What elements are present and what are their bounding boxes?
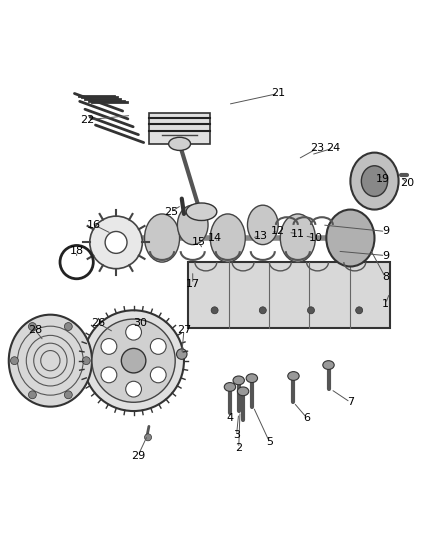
- Text: 15: 15: [192, 237, 206, 247]
- Text: 26: 26: [92, 318, 106, 328]
- Ellipse shape: [11, 357, 18, 365]
- Ellipse shape: [64, 322, 72, 330]
- Ellipse shape: [237, 387, 249, 395]
- Ellipse shape: [90, 216, 142, 269]
- Ellipse shape: [326, 209, 374, 266]
- Text: 28: 28: [28, 325, 42, 335]
- Ellipse shape: [169, 138, 191, 150]
- Text: 9: 9: [382, 227, 389, 237]
- Ellipse shape: [64, 391, 72, 399]
- Text: 19: 19: [376, 174, 390, 184]
- Ellipse shape: [150, 367, 166, 383]
- Ellipse shape: [82, 357, 90, 365]
- Bar: [149, 113, 210, 144]
- Text: 16: 16: [87, 220, 101, 230]
- Ellipse shape: [356, 307, 363, 314]
- Ellipse shape: [28, 391, 36, 399]
- Ellipse shape: [101, 338, 117, 354]
- Bar: [188, 262, 390, 328]
- Text: 18: 18: [70, 246, 84, 256]
- Ellipse shape: [211, 307, 218, 314]
- Text: 21: 21: [271, 88, 285, 99]
- Text: 11: 11: [291, 229, 305, 239]
- Ellipse shape: [92, 319, 175, 402]
- Ellipse shape: [126, 381, 141, 397]
- Ellipse shape: [9, 314, 92, 407]
- Text: 29: 29: [131, 451, 145, 461]
- Ellipse shape: [186, 203, 217, 221]
- Ellipse shape: [101, 367, 117, 383]
- Ellipse shape: [177, 349, 187, 359]
- Ellipse shape: [361, 166, 388, 197]
- Ellipse shape: [247, 205, 278, 245]
- Ellipse shape: [280, 214, 315, 262]
- Text: 1: 1: [382, 298, 389, 309]
- Ellipse shape: [121, 349, 146, 373]
- Ellipse shape: [224, 383, 236, 391]
- Text: 12: 12: [271, 227, 285, 237]
- Text: 30: 30: [133, 318, 147, 328]
- Ellipse shape: [259, 307, 266, 314]
- Ellipse shape: [288, 372, 299, 381]
- Ellipse shape: [126, 324, 141, 340]
- Text: 27: 27: [177, 325, 191, 335]
- Ellipse shape: [145, 214, 180, 262]
- Text: 2: 2: [235, 443, 242, 453]
- Text: 14: 14: [208, 233, 222, 243]
- Ellipse shape: [145, 434, 152, 441]
- Text: 17: 17: [186, 279, 200, 289]
- Text: 3: 3: [233, 430, 240, 440]
- Ellipse shape: [350, 152, 399, 209]
- Ellipse shape: [177, 205, 208, 245]
- Text: 20: 20: [400, 178, 414, 188]
- Ellipse shape: [307, 307, 314, 314]
- Text: 23: 23: [311, 143, 325, 154]
- Text: 13: 13: [254, 231, 268, 241]
- Text: 7: 7: [347, 397, 354, 407]
- Text: 5: 5: [266, 437, 273, 447]
- Ellipse shape: [233, 376, 244, 385]
- Text: 25: 25: [164, 207, 178, 217]
- Ellipse shape: [150, 338, 166, 354]
- Text: 6: 6: [303, 413, 310, 423]
- Text: 8: 8: [382, 272, 389, 282]
- Text: 24: 24: [326, 143, 340, 154]
- Ellipse shape: [105, 231, 127, 253]
- Ellipse shape: [210, 214, 245, 262]
- Text: 4: 4: [226, 413, 233, 423]
- Text: 22: 22: [81, 115, 95, 125]
- Ellipse shape: [323, 361, 334, 369]
- Ellipse shape: [28, 322, 36, 330]
- Ellipse shape: [246, 374, 258, 383]
- Ellipse shape: [83, 310, 184, 411]
- Text: 10: 10: [308, 233, 322, 243]
- Text: 9: 9: [382, 251, 389, 261]
